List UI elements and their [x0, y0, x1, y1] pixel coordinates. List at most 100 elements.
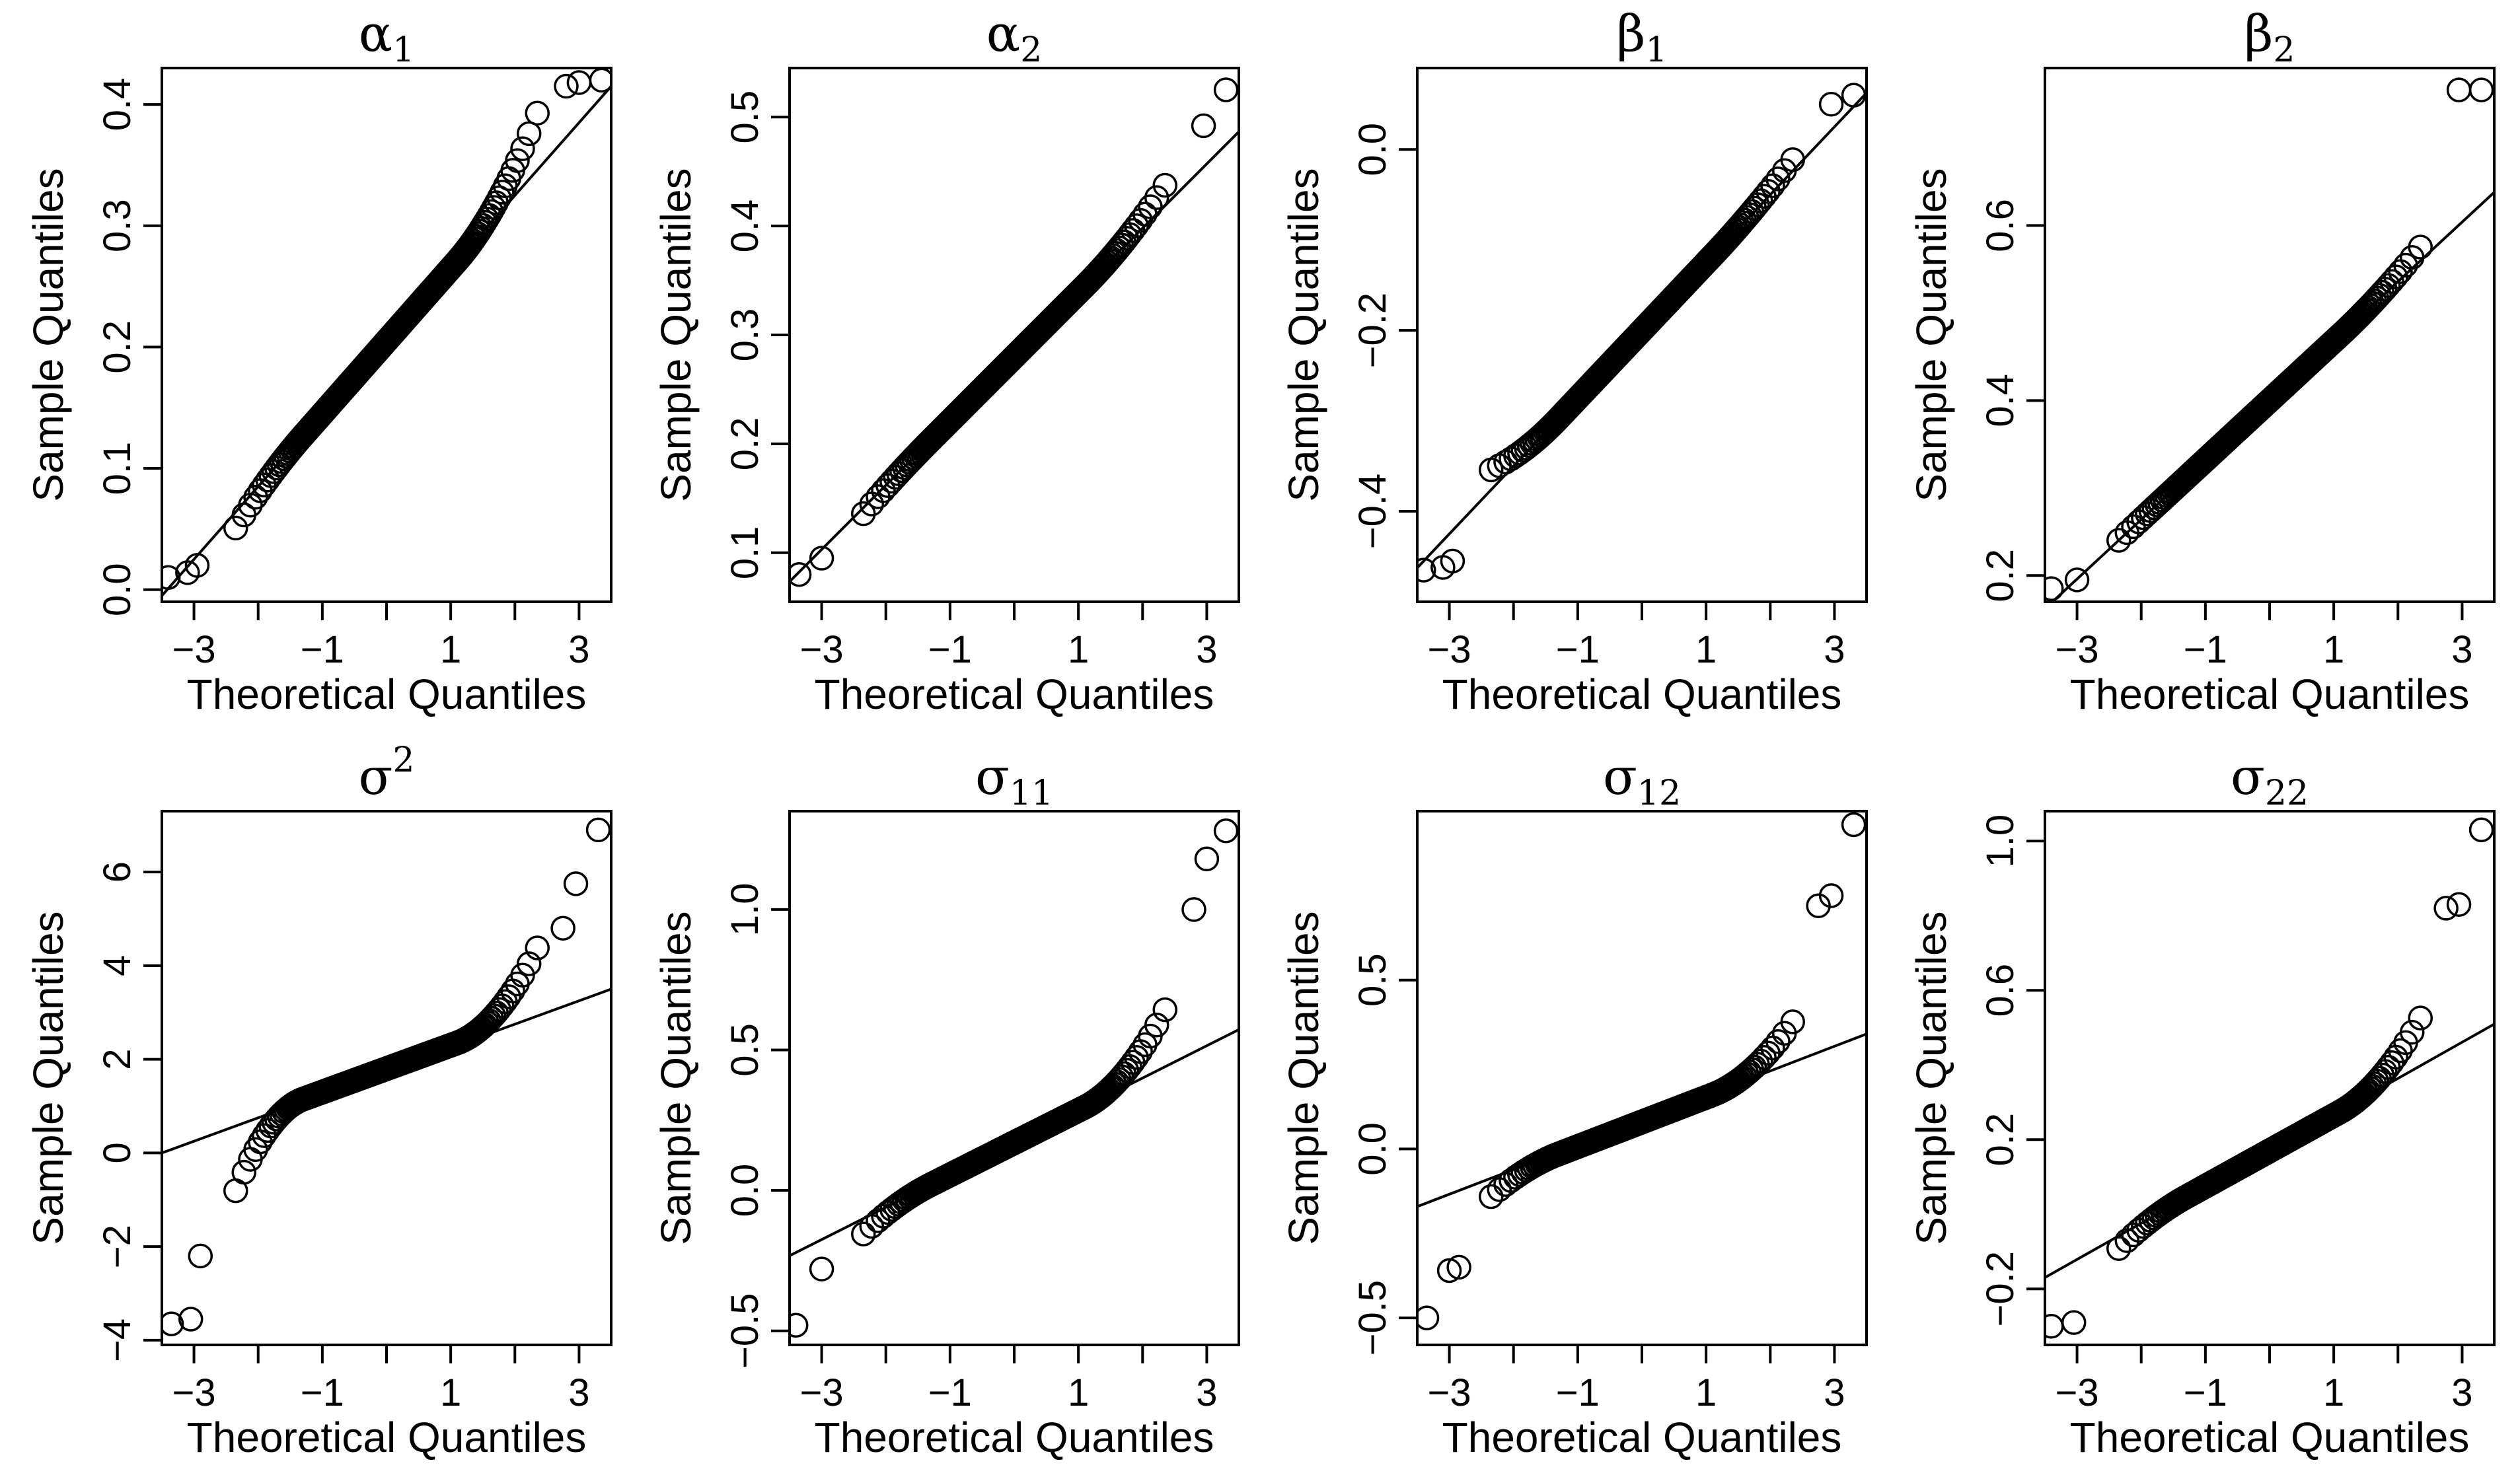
qq-point — [1478, 1184, 1504, 1209]
title-subscript: 1 — [392, 30, 414, 70]
qq-point-extreme — [1417, 558, 1436, 583]
qq-points — [790, 77, 1239, 587]
x-tick-label: −3 — [2056, 1371, 2099, 1414]
title-subscript: 2 — [1020, 30, 1042, 70]
qq-point-extreme — [589, 68, 611, 93]
qq-point — [243, 485, 268, 510]
qq-point — [850, 1221, 876, 1246]
x-axis-label: Theoretical Quantiles — [1442, 1414, 1842, 1461]
y-tick-label: 0.5 — [723, 1023, 766, 1077]
panel-title: σ22 — [2231, 747, 2309, 813]
x-tick-label: 1 — [1068, 1371, 1089, 1414]
y-tick-label: −4 — [96, 1318, 139, 1362]
x-tick-label: −1 — [928, 628, 972, 671]
qq-panel-3: −3 −1 1 3 −0.4 −0.2 0.0 Theoretical Quantiles Sa… — [1280, 4, 1868, 718]
y-tick-label: 0.0 — [1351, 123, 1394, 176]
x-tick-label: −1 — [301, 628, 344, 671]
title-symbol: α — [986, 4, 1020, 63]
y-tick-label: 0.2 — [1979, 1113, 2022, 1167]
y-tick-label: 0.0 — [723, 1164, 766, 1217]
y-axis-label: Sample Quantiles — [24, 168, 72, 501]
y-axis-label: Sample Quantiles — [1280, 168, 1327, 501]
qq-point-extreme — [1181, 897, 1206, 922]
x-tick-label: −1 — [1556, 1371, 1600, 1414]
qq-point — [486, 185, 512, 211]
panel-title: α2 — [986, 4, 1042, 70]
qq-point — [1765, 166, 1791, 192]
qq-point-extreme — [162, 565, 181, 591]
x-tick-label: 3 — [2451, 1371, 2472, 1414]
x-tick-label: −1 — [301, 1371, 344, 1414]
x-tick-label: 3 — [568, 1371, 589, 1414]
qq-point — [525, 935, 550, 960]
x-tick-label: 3 — [1824, 628, 1845, 671]
y-tick-label: −0.2 — [1979, 1251, 2022, 1327]
x-tick-label: −3 — [172, 628, 216, 671]
qq-point-extreme — [2061, 1310, 2087, 1335]
x-tick-label: 1 — [440, 1371, 461, 1414]
qq-panel-5: −3 −1 1 3 −4 −2 0 2 4 6 Theoretical Quantiles Sampl… — [24, 740, 612, 1461]
y-axis-label: Sample Quantiles — [652, 168, 700, 501]
y-tick-label: 0.4 — [1979, 374, 2022, 427]
qq-point-extreme — [1194, 846, 1220, 872]
y-tick-label: 0.2 — [1979, 549, 2022, 602]
qq-point-extreme — [178, 1307, 204, 1332]
y-tick-label: 0.6 — [1979, 199, 2022, 252]
qq-point — [1756, 179, 1781, 204]
qq-panel-4: −3 −1 1 3 0.2 0.4 0.6 Theoretical Quantiles Samp… — [1908, 4, 2496, 718]
x-tick-label: 1 — [2323, 628, 2344, 671]
qq-point — [496, 984, 521, 1009]
qq-point-extreme — [1841, 83, 1867, 108]
qq-point — [1152, 997, 1177, 1023]
y-axis-label: Sample Quantiles — [1908, 911, 1955, 1245]
qq-point-extreme — [566, 70, 592, 95]
x-axis-label: Theoretical Quantiles — [187, 1414, 587, 1461]
title-symbol: σ — [359, 747, 393, 806]
y-tick-label: 0.3 — [723, 308, 766, 362]
y-tick-label: 0.6 — [1979, 964, 2022, 1017]
x-tick-label: −1 — [1556, 628, 1600, 671]
qq-point — [2393, 252, 2418, 278]
y-tick-label: 0.0 — [1351, 1122, 1394, 1176]
x-tick-label: 1 — [1695, 628, 1717, 671]
x-tick-label: 3 — [1824, 1371, 1845, 1414]
x-axis-label: Theoretical Quantiles — [2070, 1414, 2470, 1461]
qq-point — [2408, 234, 2433, 260]
x-tick-label: −3 — [172, 1371, 216, 1414]
title-symbol: σ — [975, 747, 1010, 806]
qq-point-extreme — [1417, 1305, 1440, 1330]
y-tick-label: 0.3 — [96, 199, 139, 252]
qq-point — [1760, 1035, 1785, 1061]
qq-point — [2369, 1062, 2395, 1088]
qq-point — [1742, 1054, 1767, 1080]
qq-panel-7: −3 −1 1 3 −0.5 0.0 0.5 Theoretical Quantiles Sam… — [1280, 747, 1868, 1461]
qq-point-extreme — [2446, 77, 2472, 102]
y-tick-label: −0.2 — [1351, 293, 1394, 369]
y-axis-label: Sample Quantiles — [1280, 911, 1327, 1245]
plot-frame — [1416, 810, 1868, 1346]
title-symbol: β — [2244, 4, 2273, 63]
plot-frame — [788, 810, 1240, 1346]
qq-point-extreme — [2468, 77, 2494, 102]
title-symbol: β — [1616, 4, 1645, 63]
qq-point — [1124, 1044, 1149, 1070]
qq-points — [1417, 812, 1867, 1330]
qq-point-extreme — [790, 1313, 809, 1338]
qq-point-extreme — [2433, 896, 2459, 921]
qq-point-extreme — [1213, 818, 1239, 844]
qq-point-extreme — [2064, 567, 2090, 593]
y-tick-label: 0 — [96, 1142, 139, 1163]
y-tick-label: 0.5 — [723, 90, 766, 144]
x-tick-label: −3 — [2056, 628, 2099, 671]
qq-point-extreme — [1191, 113, 1216, 139]
qq-point — [2106, 1236, 2131, 1261]
qq-point — [486, 997, 512, 1023]
qq-point-extreme — [563, 871, 589, 896]
qq-point — [2388, 1038, 2413, 1064]
plot-frame — [2044, 810, 2496, 1346]
qq-point-extreme — [809, 546, 834, 571]
qq-point — [2399, 1019, 2425, 1045]
qq-point-extreme — [2045, 576, 2064, 601]
qq-point — [1152, 172, 1177, 198]
